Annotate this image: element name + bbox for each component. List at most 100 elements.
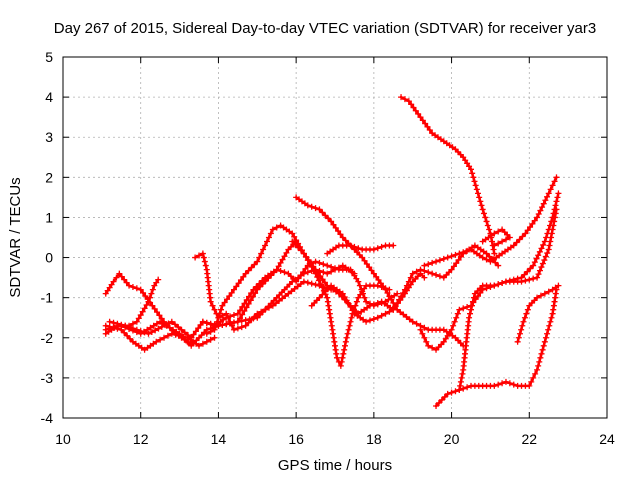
data-point (535, 211, 542, 218)
data-point (409, 270, 416, 277)
data-point (248, 264, 255, 271)
data-point (234, 310, 241, 317)
data-point (421, 274, 428, 281)
data-point (262, 242, 269, 249)
data-point (304, 257, 311, 264)
data-point (181, 329, 188, 336)
data-point (302, 253, 309, 260)
data-point (474, 293, 481, 300)
data-point (536, 248, 543, 255)
data-point (403, 313, 410, 320)
data-point (539, 260, 546, 267)
data-point (240, 273, 247, 280)
data-point (446, 329, 453, 336)
series-track-10 (293, 194, 467, 349)
data-point (300, 250, 307, 257)
data-point (473, 186, 480, 193)
data-point (464, 247, 471, 254)
data-point (515, 334, 522, 341)
data-point (332, 265, 338, 272)
data-point (351, 272, 358, 279)
data-point (145, 298, 152, 305)
data-point (108, 281, 115, 288)
data-point (199, 318, 206, 325)
data-point (554, 194, 561, 201)
data-point (199, 250, 206, 257)
data-point (491, 230, 498, 237)
data-point (351, 243, 358, 250)
data-point (291, 285, 298, 292)
data-point (195, 325, 202, 332)
data-point (333, 354, 340, 361)
chart-title: Day 267 of 2015, Sidereal Day-to-day VTE… (54, 20, 596, 37)
data-point (421, 262, 428, 269)
data-point (235, 280, 242, 287)
data-point (516, 330, 523, 337)
data-point (401, 96, 408, 103)
y-tick-label: 4 (45, 89, 53, 105)
data-point (531, 259, 538, 266)
data-point (281, 253, 288, 260)
data-point (245, 319, 252, 326)
data-point (338, 358, 345, 365)
data-point (248, 290, 255, 297)
data-point (458, 374, 465, 381)
data-point (106, 284, 113, 291)
data-point (126, 282, 133, 289)
data-point (192, 328, 199, 335)
data-point (468, 306, 474, 313)
data-point (470, 174, 477, 181)
data-point (423, 338, 430, 345)
data-point (282, 293, 289, 300)
data-point (219, 302, 226, 309)
data-point (245, 293, 252, 300)
data-point (317, 273, 324, 280)
data-point (514, 275, 521, 282)
data-point (425, 261, 432, 268)
data-point (123, 279, 130, 286)
data-point (219, 321, 226, 328)
data-point (440, 338, 447, 345)
data-point (407, 281, 414, 288)
plot-frame (62, 56, 608, 419)
data-point (400, 311, 407, 318)
data-point (502, 236, 509, 243)
data-point (248, 316, 255, 323)
data-point (182, 336, 189, 343)
data-point (419, 117, 426, 124)
data-point (374, 300, 381, 307)
data-point (453, 260, 460, 267)
data-point (545, 326, 552, 333)
data-point (409, 318, 416, 325)
data-point (451, 318, 458, 325)
data-point (211, 334, 218, 341)
data-point (534, 366, 541, 373)
data-point (150, 322, 157, 329)
data-point (442, 335, 449, 342)
data-point (324, 270, 331, 277)
data-point (149, 286, 156, 293)
data-point (542, 253, 549, 260)
data-point (520, 318, 527, 325)
data-point (322, 212, 329, 219)
data-point (230, 319, 237, 326)
data-point (127, 335, 134, 342)
data-point (223, 321, 230, 328)
data-point (462, 157, 469, 164)
data-point (310, 267, 317, 274)
data-point (203, 330, 210, 337)
data-point (129, 325, 136, 332)
data-point (536, 267, 543, 274)
data-point (316, 294, 323, 301)
data-point (528, 378, 535, 385)
series-line (458, 192, 560, 392)
data-point (230, 312, 237, 319)
data-point (221, 299, 228, 306)
data-point (460, 154, 467, 161)
data-point (363, 298, 370, 305)
data-point (141, 329, 148, 336)
data-point (468, 166, 474, 173)
data-point (540, 241, 547, 248)
data-point (133, 326, 140, 333)
data-point (264, 238, 270, 245)
